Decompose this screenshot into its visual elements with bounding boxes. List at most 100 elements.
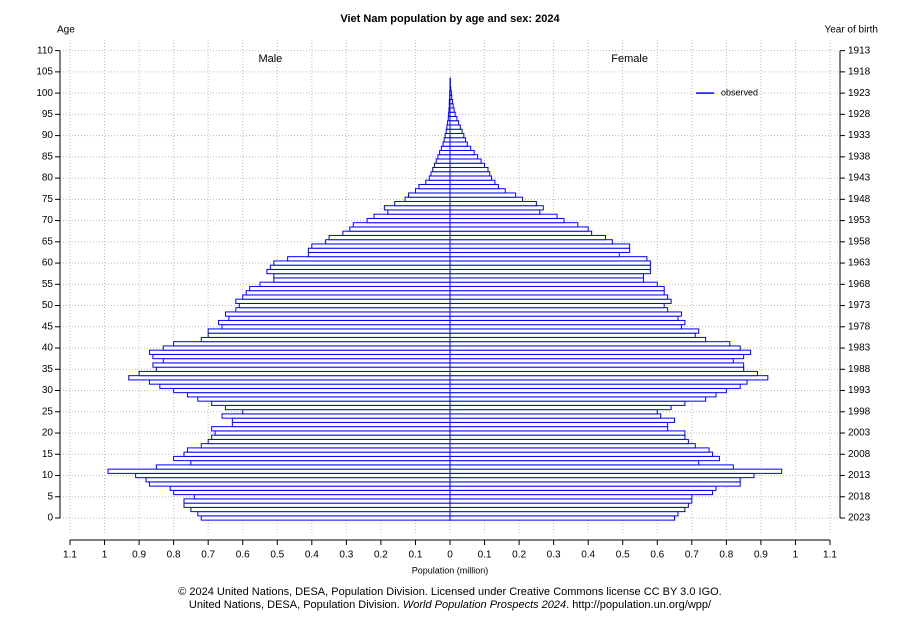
bar bbox=[152, 362, 451, 368]
bar bbox=[207, 438, 451, 445]
bar bbox=[449, 154, 479, 160]
bar bbox=[449, 285, 665, 292]
x-axis-label: Population (million) bbox=[412, 565, 489, 575]
footer-line: © 2024 United Nations, DESA, Population … bbox=[178, 586, 722, 598]
bar bbox=[190, 460, 451, 466]
bar bbox=[148, 379, 451, 385]
y-tick-label: 30 bbox=[42, 385, 54, 396]
bar bbox=[307, 251, 451, 258]
legend-label: observed bbox=[721, 87, 758, 97]
bar bbox=[449, 132, 465, 139]
bar bbox=[449, 120, 460, 126]
bar bbox=[432, 166, 451, 173]
bar bbox=[449, 464, 734, 470]
bar bbox=[449, 281, 658, 287]
bar bbox=[200, 443, 451, 449]
bar bbox=[449, 494, 693, 500]
bar bbox=[449, 247, 631, 253]
bar bbox=[449, 438, 689, 445]
bar bbox=[193, 494, 451, 500]
y2-tick-label: 1933 bbox=[848, 130, 871, 141]
bar bbox=[449, 400, 686, 406]
bar bbox=[449, 315, 679, 321]
bar bbox=[135, 472, 451, 479]
y-tick-label: 80 bbox=[42, 173, 54, 184]
bar bbox=[449, 196, 524, 202]
bar bbox=[449, 387, 727, 394]
bar bbox=[449, 460, 700, 466]
bar bbox=[273, 260, 451, 266]
bar bbox=[394, 200, 451, 207]
y2-tick-label: 1998 bbox=[848, 406, 871, 417]
bar bbox=[183, 502, 451, 508]
y-tick-label: 75 bbox=[42, 194, 54, 205]
bar bbox=[242, 294, 451, 300]
bar bbox=[437, 154, 451, 160]
bar bbox=[449, 362, 745, 368]
bar bbox=[449, 409, 658, 415]
y-tick-label: 55 bbox=[42, 279, 54, 290]
bar bbox=[449, 222, 579, 228]
chart-title: Viet Nam population by age and sex: 2024 bbox=[340, 13, 560, 25]
y2-tick-label: 1953 bbox=[848, 215, 871, 226]
bar bbox=[444, 132, 451, 139]
bar bbox=[449, 358, 734, 364]
bar bbox=[449, 217, 565, 224]
bar bbox=[224, 311, 451, 317]
bar bbox=[449, 447, 710, 453]
bar bbox=[449, 332, 696, 338]
y2-tick-label: 1978 bbox=[848, 321, 871, 332]
bar bbox=[307, 247, 451, 253]
bar bbox=[449, 366, 745, 372]
bar bbox=[449, 430, 686, 436]
y-tick-label: 90 bbox=[42, 130, 54, 141]
y2-tick-label: 1913 bbox=[848, 45, 871, 56]
x-tick-label: 0.3 bbox=[339, 550, 353, 561]
bar bbox=[449, 294, 669, 300]
bar bbox=[449, 434, 686, 440]
bar bbox=[235, 298, 451, 304]
y-tick-label: 70 bbox=[42, 215, 54, 226]
bar bbox=[449, 268, 651, 275]
bar bbox=[266, 268, 451, 275]
x-tick-label: 0.4 bbox=[305, 550, 319, 561]
bar bbox=[449, 498, 693, 504]
bar bbox=[245, 290, 451, 296]
bar bbox=[449, 451, 714, 457]
x-tick-label: 1 bbox=[102, 550, 108, 561]
y2-tick-label: 2003 bbox=[848, 428, 871, 439]
bar bbox=[159, 383, 451, 389]
y-tick-label: 105 bbox=[36, 67, 53, 78]
y2-tick-label: 1968 bbox=[848, 279, 871, 290]
bar bbox=[287, 256, 451, 262]
bar bbox=[128, 375, 451, 381]
y2-tick-label: 1923 bbox=[848, 88, 871, 99]
bar bbox=[449, 179, 496, 185]
y-tick-label: 40 bbox=[42, 343, 54, 354]
bar bbox=[221, 324, 451, 330]
bar bbox=[449, 515, 676, 521]
bar bbox=[173, 489, 451, 496]
x-tick-label: 0.7 bbox=[201, 550, 215, 561]
x-tick-label: 0.5 bbox=[616, 550, 630, 561]
bar bbox=[200, 515, 451, 521]
bar bbox=[449, 511, 679, 517]
bar bbox=[449, 370, 758, 377]
bar bbox=[352, 222, 451, 228]
bar bbox=[449, 260, 651, 266]
y-tick-label: 5 bbox=[47, 491, 53, 502]
bar bbox=[449, 166, 489, 173]
y2-axis-label: Year of birth bbox=[824, 25, 878, 36]
bar bbox=[449, 234, 606, 241]
bar bbox=[449, 192, 517, 198]
y-tick-label: 45 bbox=[42, 321, 54, 332]
bar bbox=[449, 375, 769, 381]
bar bbox=[449, 115, 458, 122]
bar bbox=[445, 128, 451, 134]
bar bbox=[155, 464, 451, 470]
bar bbox=[207, 332, 451, 338]
bar bbox=[449, 311, 682, 317]
y2-tick-label: 1918 bbox=[848, 67, 871, 78]
bar bbox=[211, 400, 451, 406]
